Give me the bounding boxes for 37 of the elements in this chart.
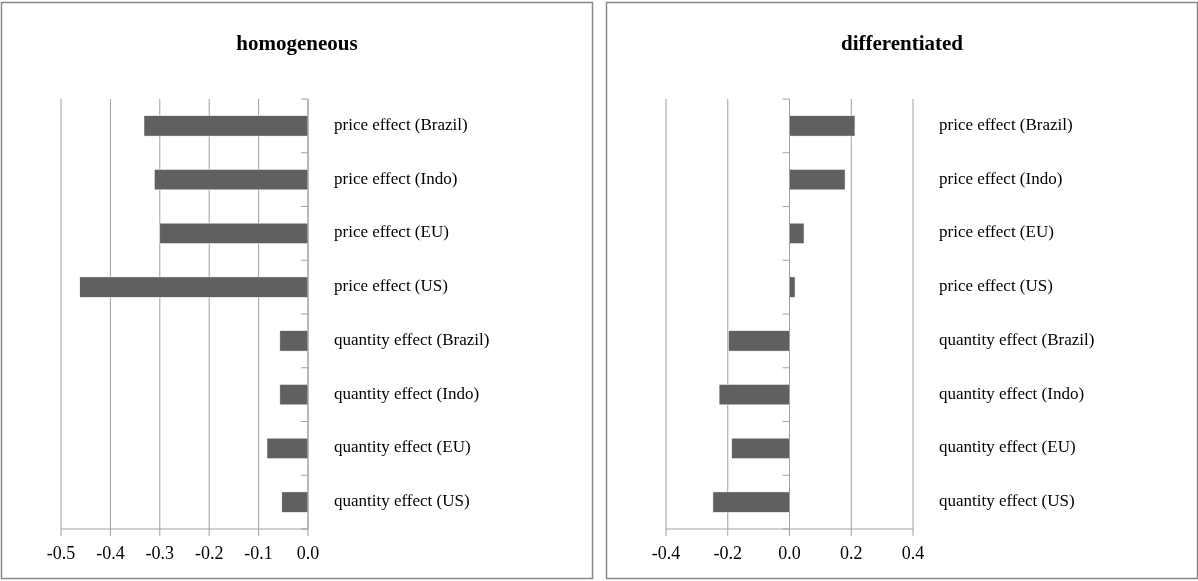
x-tick-label: -0.1	[244, 543, 273, 563]
x-tick-label: -0.5	[46, 543, 76, 563]
y-tick-label: price effect (Indo)	[939, 168, 1063, 188]
y-tick-label: price effect (EU)	[334, 222, 449, 242]
bar	[731, 437, 790, 459]
y-tick-label: quantity effect (Indo)	[939, 383, 1085, 403]
x-tick-label: -0.4	[651, 543, 681, 563]
x-tick-label: 0.2	[840, 543, 863, 563]
x-tick-label: 0.4	[901, 543, 925, 563]
y-tick-label: price effect (Indo)	[334, 168, 458, 188]
y-tick-label: quantity effect (EU)	[939, 437, 1076, 457]
x-tick-label: -0.3	[145, 543, 175, 563]
x-tick-label: 0.0	[778, 543, 801, 563]
x-tick-label: -0.2	[194, 543, 224, 563]
y-tick-label: quantity effect (US)	[939, 491, 1075, 511]
bar	[789, 115, 856, 137]
chart-title: differentiated	[840, 31, 964, 55]
y-tick-label: quantity effect (Brazil)	[334, 329, 490, 349]
bar	[712, 491, 790, 513]
x-tick-label: -0.4	[96, 543, 125, 563]
bar	[789, 222, 805, 244]
bar	[789, 276, 796, 298]
y-tick-label: quantity effect (Indo)	[334, 383, 480, 403]
y-tick-label: quantity effect (US)	[334, 491, 470, 511]
bar	[789, 169, 846, 191]
x-tick-label: 0.0	[296, 543, 320, 563]
y-tick-label: price effect (US)	[334, 276, 448, 296]
chart-title: homogeneous	[236, 31, 358, 55]
y-tick-label: price effect (EU)	[939, 222, 1054, 242]
x-tick-label: -0.2	[713, 543, 742, 563]
bar	[718, 384, 790, 406]
y-tick-label: price effect (Brazil)	[939, 114, 1073, 134]
bar	[728, 330, 790, 352]
y-tick-label: price effect (US)	[939, 276, 1053, 296]
y-tick-label: quantity effect (Brazil)	[939, 329, 1095, 349]
y-tick-label: price effect (Brazil)	[334, 114, 468, 134]
y-tick-label: quantity effect (EU)	[334, 437, 471, 457]
